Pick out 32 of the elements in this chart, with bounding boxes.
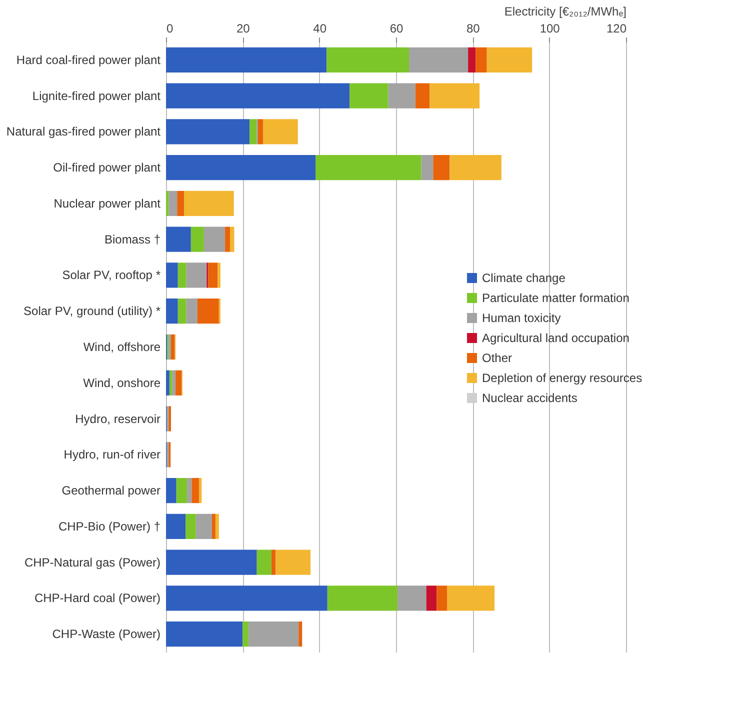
y-tick-label: Wind, offshore (83, 340, 161, 354)
y-tick-label: CHP-Bio (Power) † (58, 519, 160, 534)
legend-label: Other (482, 351, 512, 365)
x-axis-title: Electricity [€₂₀₁₂/MWhₑ] (504, 4, 626, 18)
legend-label: Human toxicity (482, 311, 561, 325)
y-tick-label: Nuclear power plant (54, 196, 162, 210)
y-tick-label: Hydro, run-of river (64, 448, 160, 462)
y-tick-label: Solar PV, ground (utility) * (24, 304, 161, 318)
y-tick-label: CHP-Hard coal (Power) (34, 591, 160, 606)
y-tick-label: Oil-fired power plant (53, 160, 162, 175)
y-tick-label: Biomass † (104, 232, 160, 246)
y-tick-label: Hard coal-fired power plant (16, 52, 162, 67)
x-tick-label: 60 (390, 22, 404, 36)
y-tick-label: Wind, onshore (83, 376, 161, 390)
x-tick-label: 20 (236, 22, 250, 36)
legend-label: Nuclear accidents (482, 391, 578, 405)
x-tick-label: 0 (166, 22, 174, 36)
legend-label: Particulate matter formation (482, 291, 630, 305)
y-tick-label: CHP-Natural gas (Power) (24, 555, 160, 570)
y-tick-label: Solar PV, rooftop * (62, 268, 161, 282)
y-tick-label: Natural gas-fired power plant (6, 124, 162, 139)
y-tick-label: Lignite-fired power plant (32, 88, 162, 103)
legend-label: Climate change (482, 271, 566, 285)
x-tick-label: 120 (606, 22, 627, 36)
x-tick-label: 100 (540, 22, 560, 36)
y-tick-label: Hydro, reservoir (75, 412, 160, 426)
x-tick-label: 80 (466, 22, 480, 36)
legend-label: Agricultural land occupation (482, 331, 630, 345)
y-tick-label: Geothermal power (62, 484, 160, 498)
y-tick-label: CHP-Waste (Power) (52, 627, 161, 642)
legend-label: Depletion of energy resources (482, 371, 642, 385)
x-tick-label: 40 (313, 22, 327, 36)
